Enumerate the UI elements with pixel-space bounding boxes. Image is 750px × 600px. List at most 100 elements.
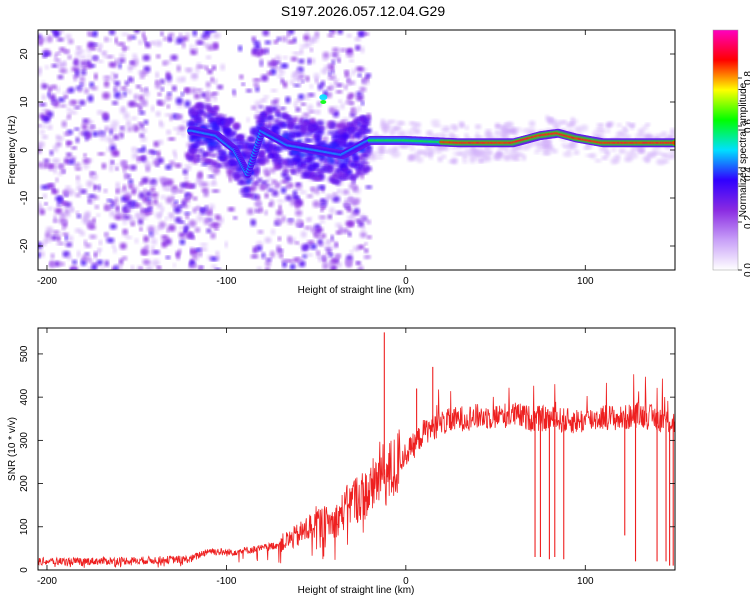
spectrogram-cell	[109, 129, 113, 135]
spectrogram-cell	[196, 40, 204, 46]
spectrogram-cell	[212, 78, 218, 84]
spectrogram-cell	[328, 253, 334, 258]
spectrogram-cell	[53, 215, 57, 223]
spectrogram-cell	[253, 40, 260, 45]
spectrogram-cell	[45, 231, 51, 239]
spectrogram-cell	[38, 124, 42, 128]
spectrogram-cell	[574, 126, 583, 133]
spectrogram-cell	[317, 83, 323, 91]
spectrogram-cell	[204, 96, 211, 103]
spectrogram-cell	[205, 55, 212, 60]
spectrogram-cell	[322, 166, 331, 172]
spectrogram-cell	[670, 128, 675, 133]
spectrogram-cell	[283, 167, 289, 175]
spectrogram-cell	[346, 52, 354, 58]
spectrogram-cell	[127, 100, 136, 108]
spectrogram-cell	[583, 146, 591, 150]
spectrogram-cell	[250, 126, 260, 134]
spectrogram-cell	[53, 260, 61, 267]
spectrogram-cell	[57, 171, 64, 176]
spectrogram-cell	[134, 103, 141, 107]
spectrogram-cell	[140, 128, 148, 133]
spectrogram-cell	[295, 131, 303, 138]
spectrogram-cell	[282, 260, 287, 268]
spectrogram-cell	[143, 235, 149, 243]
spectrogram-cell	[621, 134, 632, 140]
spectrogram-cell	[567, 143, 574, 149]
spectrogram-cell	[49, 260, 54, 266]
spectrogram-cell	[81, 123, 88, 131]
spectrogram-cell	[54, 52, 58, 60]
spectrogram-cell	[295, 209, 303, 216]
spectrogram-cell	[167, 137, 176, 141]
spectrogram-cell	[117, 42, 125, 46]
spectrogram-cell	[278, 68, 285, 76]
spectrogram-cell	[91, 173, 98, 180]
spectrogram-cell	[276, 199, 285, 203]
spectrogram-cell	[267, 60, 273, 67]
spectrogram-cell	[276, 209, 283, 216]
spectrogram-x-tick-label: -100	[216, 276, 236, 287]
spectrogram-cell	[357, 105, 362, 112]
spectrogram-cell	[616, 122, 622, 128]
spectrogram-cell	[617, 130, 626, 137]
spectrogram-cell	[317, 238, 323, 246]
spectrogram-cell	[258, 105, 264, 109]
spectrogram-cell	[320, 100, 327, 104]
spectrogram-cell	[86, 132, 92, 140]
spectrogram-cell	[215, 256, 221, 261]
spectrogram-cell	[345, 220, 354, 227]
colorbar: 0.0 0.2 0.4 0.6 0.8 Normalized spectral ampl…	[712, 29, 750, 277]
spectrogram-cell	[193, 149, 201, 153]
spectrogram-cell	[38, 102, 47, 107]
spectrogram-cell	[81, 216, 89, 224]
spectrogram-cell	[108, 30, 116, 36]
spectrogram-cell	[266, 258, 272, 262]
spectrogram-cell	[201, 111, 208, 118]
spectrogram-cell	[185, 214, 190, 219]
spectrogram-cell	[257, 230, 264, 234]
spectrogram-cell	[660, 131, 668, 137]
spectrogram-cell	[263, 168, 271, 175]
spectrogram-cell	[69, 102, 74, 106]
spectrogram-cell	[133, 57, 139, 66]
spectrogram-cell	[39, 208, 46, 216]
spectrogram-cell	[397, 120, 404, 124]
spectrogram-cell	[88, 198, 95, 205]
spectrogram-cell	[275, 112, 283, 118]
spectrogram-cell	[67, 254, 72, 261]
spectrogram-cell	[76, 213, 82, 219]
spectrogram-cell	[484, 149, 493, 156]
spectrogram-cell	[152, 181, 157, 186]
spectrogram-cell	[246, 88, 252, 93]
spectrogram-cell	[187, 120, 197, 128]
spectrogram-cell	[325, 247, 332, 251]
spectrogram-cell	[254, 115, 261, 119]
spectrogram-cell	[186, 184, 194, 189]
spectrogram-cell	[211, 91, 219, 96]
spectrogram-cell	[333, 171, 338, 178]
spectrogram-cell	[315, 119, 325, 127]
spectrogram-cell	[448, 159, 457, 164]
spectrogram-cell	[253, 82, 259, 88]
spectrogram-cell	[629, 123, 635, 130]
spectrogram-cell	[209, 223, 214, 228]
spectrogram-cell	[241, 82, 246, 86]
spectrogram-cell	[246, 143, 255, 150]
spectrogram-cell	[184, 211, 191, 215]
spectrogram-cell	[409, 146, 415, 152]
spectrogram-cell	[533, 150, 541, 155]
spectrogram-cell	[94, 185, 99, 189]
spectrogram-cell	[361, 227, 366, 231]
spectrogram-cell	[287, 235, 292, 243]
spectrogram-cell	[128, 218, 136, 224]
spectrogram-cell	[250, 219, 257, 227]
spectrogram-cell	[272, 160, 278, 165]
spectrogram-cell	[161, 235, 169, 240]
spectrogram-cell	[59, 212, 67, 218]
spectrogram-cell	[163, 36, 168, 41]
spectrogram-cell	[184, 100, 191, 108]
spectrogram-cell	[409, 153, 419, 161]
spectrogram-cell	[212, 167, 220, 175]
